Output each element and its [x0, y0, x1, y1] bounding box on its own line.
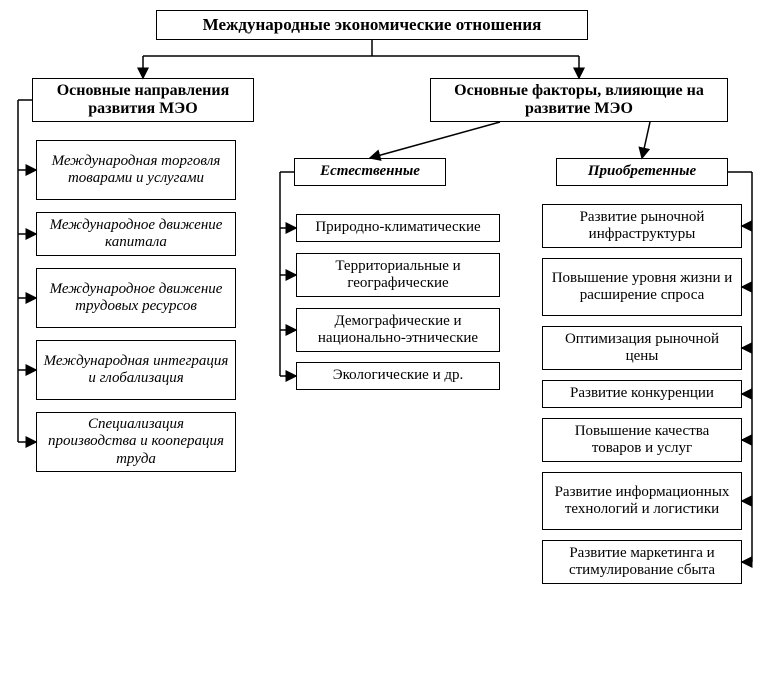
factors-header: Основные факторы, влияющие на развитие М… — [430, 78, 728, 122]
acquired-item: Развитие маркетинга и стимулирование сбы… — [542, 540, 742, 584]
natural-header: Естественные — [294, 158, 446, 186]
natural-item: Экологические и др. — [296, 362, 500, 390]
acquired-header: Приобретенные — [556, 158, 728, 186]
directions-item: Международное движение капитала — [36, 212, 236, 256]
acquired-item: Повышение качества товаров и услуг — [542, 418, 742, 462]
root-title: Международные экономические отношения — [156, 10, 588, 40]
directions-item: Международное движение трудовых ресурсов — [36, 268, 236, 328]
natural-item: Природно-климатические — [296, 214, 500, 242]
directions-item: Специализация производства и кооперация … — [36, 412, 236, 472]
acquired-item: Развитие информационных технологий и лог… — [542, 472, 742, 530]
directions-item: Международная торговля товарами и услуга… — [36, 140, 236, 200]
natural-item: Территориальные и географические — [296, 253, 500, 297]
acquired-item: Оптимизация рыночной цены — [542, 326, 742, 370]
acquired-item: Развитие рыночной инфраструктуры — [542, 204, 742, 248]
directions-header: Основные направления развития МЭО — [32, 78, 254, 122]
directions-item: Международная интеграция и глобализация — [36, 340, 236, 400]
natural-item: Демографические и национально-этнические — [296, 308, 500, 352]
acquired-item: Развитие конкуренции — [542, 380, 742, 408]
acquired-item: Повышение уровня жизни и расширение спро… — [542, 258, 742, 316]
